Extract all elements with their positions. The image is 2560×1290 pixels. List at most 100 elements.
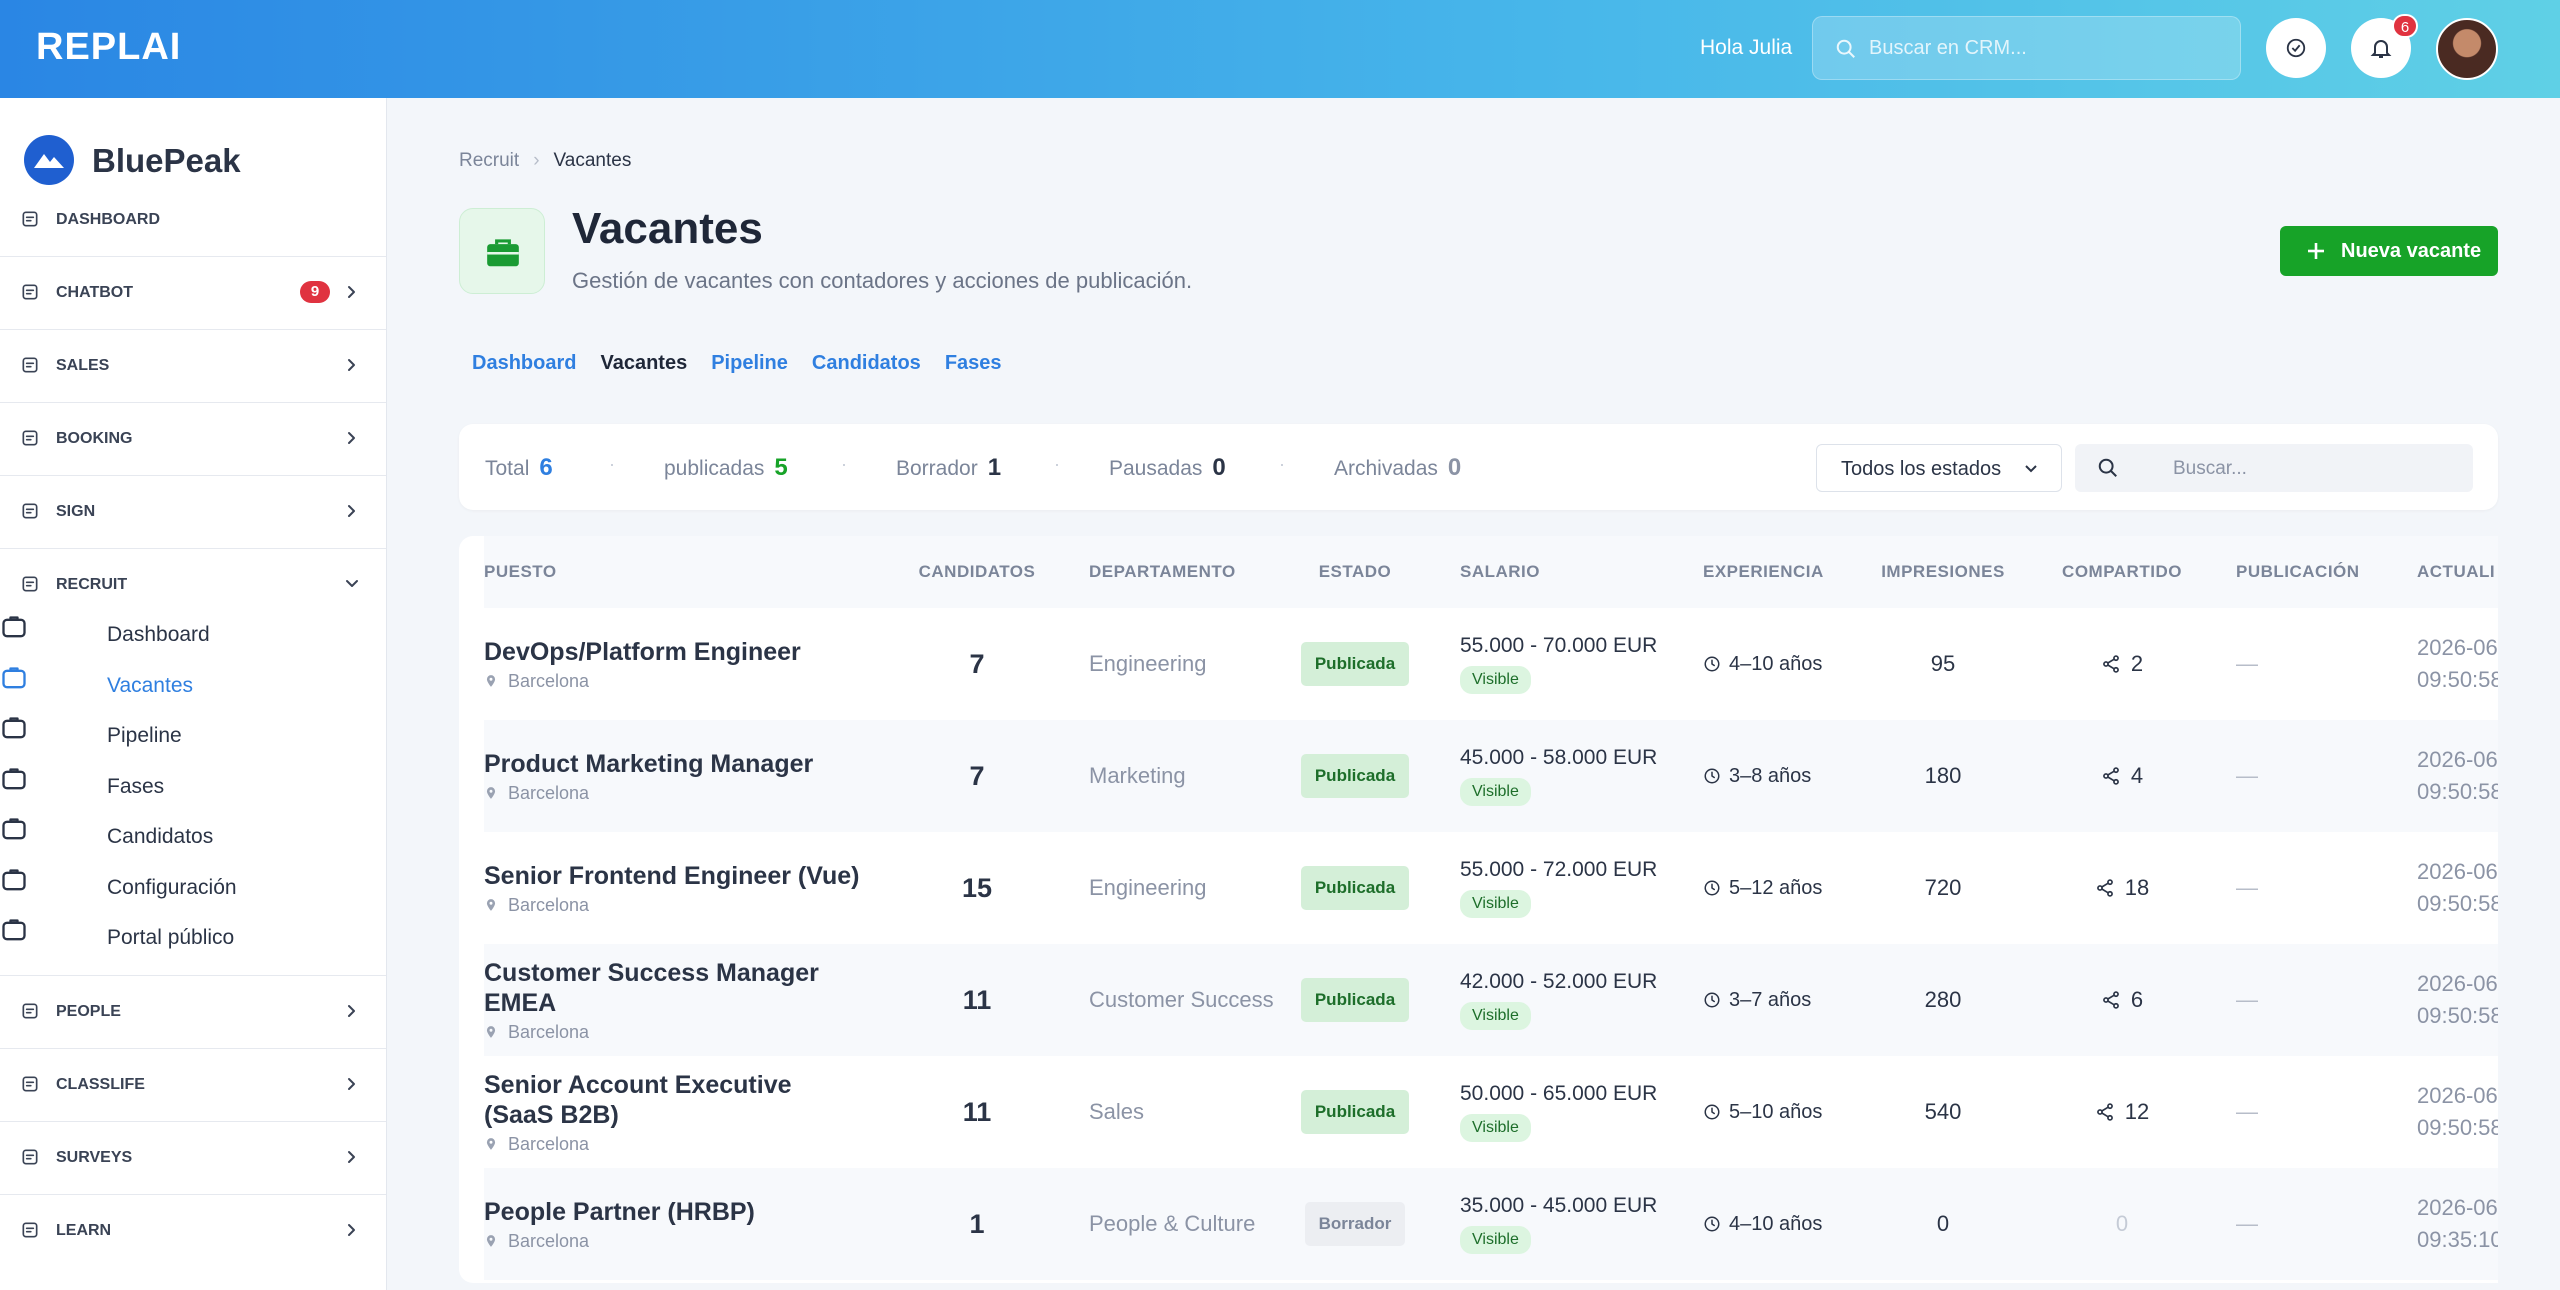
sub-nav-label: Pipeline [107, 724, 182, 747]
impressions: 0 [1936, 1211, 1950, 1236]
visibility-badge: Visible [1460, 1114, 1531, 1142]
sub-nav-item[interactable]: Dashboard [0, 614, 386, 654]
cell-department: People & Culture [1042, 1168, 1290, 1280]
table-row[interactable]: Product Marketing Manager Barcelona 7 Marke… [484, 720, 2498, 832]
publication: — [2236, 763, 2258, 788]
sub-icon [2, 616, 26, 638]
nav-icon [22, 1076, 38, 1092]
impressions: 280 [1924, 987, 1962, 1012]
nav-item[interactable]: CHATBOT 9 [0, 272, 386, 312]
nav-item[interactable]: PEOPLE [0, 991, 386, 1031]
nav-icon [22, 1222, 38, 1238]
cell-position: Customer Success Manager EMEA Barcelona [484, 944, 912, 1056]
stat-value: 6 [539, 454, 553, 481]
nav-item[interactable]: SURVEYS [0, 1137, 386, 1177]
sub-icon [2, 818, 26, 840]
publication: — [2236, 1099, 2258, 1124]
page-title: Vacantes [572, 204, 763, 253]
nav-separator [0, 1048, 386, 1049]
department: Engineering [1089, 651, 1207, 676]
nav-label: SIGN [56, 503, 96, 520]
candidates-count: 11 [962, 984, 992, 1015]
cell-experience: 5–10 años [1703, 1056, 1878, 1168]
department: People & Culture [1089, 1211, 1256, 1236]
nav-item[interactable]: SIGN [0, 491, 386, 531]
cell-department: Engineering [1042, 832, 1290, 944]
cell-shares: 2 [2008, 608, 2236, 720]
tab[interactable]: Candidatos [811, 352, 921, 374]
tab[interactable]: Pipeline [711, 352, 788, 374]
nav-icon [22, 503, 38, 519]
nav-label: DASHBOARD [56, 211, 160, 228]
sub-nav-item[interactable]: Candidatos [0, 816, 386, 856]
impressions: 540 [1924, 1099, 1962, 1124]
sub-nav-item[interactable]: Pipeline [0, 715, 386, 755]
chevron-down [2025, 465, 2037, 473]
nav-separator [0, 1121, 386, 1122]
tab[interactable]: Vacantes [600, 352, 688, 374]
breadcrumb-link[interactable]: Recruit [459, 150, 520, 171]
cell-shares: 0 [2008, 1168, 2236, 1280]
cell-experience: 4–10 años [1703, 1168, 1878, 1280]
stat-separator: · [841, 454, 847, 474]
nav-separator [0, 475, 386, 476]
table-row[interactable]: Customer Success Manager EMEA Barcelona 11… [484, 944, 2498, 1056]
location-text: Barcelona [508, 1133, 590, 1154]
chevron [348, 1151, 355, 1163]
table-search[interactable]: Buscar... [2075, 444, 2473, 492]
tabs: Dashboard Vacantes Pipeline Candidatos Fases [472, 352, 1026, 375]
nav-item[interactable]: RECRUIT [0, 564, 386, 604]
column-header: DEPARTAMENTO [1089, 562, 1236, 581]
cell-salary: 50.000 - 65.000 EUR Visible [1420, 1056, 1703, 1168]
chevron [348, 505, 355, 517]
nav-item[interactable]: DASHBOARD [0, 199, 386, 239]
stat: Pausadas 0 [1109, 454, 1226, 482]
logo[interactable]: REPLAI [36, 26, 182, 68]
global-search[interactable]: Buscar en CRM... [1812, 16, 2241, 80]
sub-nav-item[interactable]: Vacantes [0, 665, 386, 705]
cell-shares: 4 [2008, 720, 2236, 832]
sub-nav-item[interactable]: Fases [0, 766, 386, 806]
table-row[interactable]: DevOps/Platform Engineer Barcelona 7 Engine… [484, 608, 2498, 720]
job-location: Barcelona [484, 1022, 912, 1043]
sub-nav-item[interactable]: Configuración [0, 867, 386, 907]
updated-time: 09:50:58 [2417, 667, 2498, 692]
publication: — [2236, 875, 2258, 900]
job-title: Senior Frontend Engineer (Vue) [484, 861, 860, 890]
cell-status: Publicada [1290, 720, 1420, 832]
location-text: Barcelona [508, 1021, 590, 1042]
user-avatar[interactable] [2436, 18, 2498, 80]
sub-icon [2, 767, 26, 789]
cell-department: Marketing [1042, 720, 1290, 832]
new-vacancy-button[interactable]: Nueva vacante [2280, 226, 2498, 276]
cell-experience: 5–12 años [1703, 832, 1878, 944]
updated-time: 09:50:58 [2417, 1115, 2498, 1140]
tab[interactable]: Dashboard [472, 352, 577, 374]
location-text: Barcelona [508, 670, 590, 691]
department: Sales [1089, 1099, 1145, 1124]
job-location: Barcelona [484, 671, 912, 692]
tab[interactable]: Fases [944, 352, 1002, 374]
visibility-badge: Visible [1460, 1002, 1531, 1030]
tasks-button[interactable] [2266, 18, 2326, 78]
nav-item[interactable]: CLASSLIFE [0, 1064, 386, 1104]
status-filter[interactable]: Todos los estados [1816, 444, 2062, 492]
table-row[interactable]: Senior Frontend Engineer (Vue) Barcelona 1… [484, 832, 2498, 944]
breadcrumb: Recruit › Vacantes [459, 150, 631, 172]
nav-item[interactable]: BOOKING [0, 418, 386, 458]
column-header: ACTUALI [2417, 562, 2496, 581]
cell-shares: 18 [2008, 832, 2236, 944]
cell-salary: 55.000 - 70.000 EUR Visible [1420, 608, 1703, 720]
table-row[interactable]: Senior Account Executive (SaaS B2B) Barce… [484, 1056, 2498, 1168]
updated-time: 09:50:58 [2417, 1003, 2498, 1028]
sub-icon [2, 868, 26, 890]
nav-item[interactable]: SALES [0, 345, 386, 385]
salary: 50.000 - 65.000 EUR [1460, 1082, 1658, 1105]
salary: 35.000 - 45.000 EUR [1460, 1194, 1658, 1217]
nav-icon [22, 211, 38, 227]
status-badge: Publicada [1300, 866, 1410, 910]
table-row[interactable]: People Partner (HRBP) Barcelona 1 People & … [484, 1168, 2498, 1280]
publication: — [2236, 1211, 2258, 1236]
nav-item[interactable]: LEARN [0, 1210, 386, 1250]
sub-nav-item[interactable]: Portal público [0, 917, 386, 957]
